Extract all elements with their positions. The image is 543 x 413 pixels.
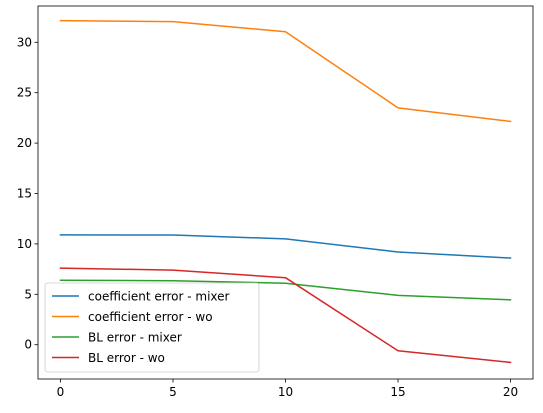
x-tick-label: 5	[169, 385, 177, 399]
y-tick-label: 0	[24, 338, 32, 352]
x-axis-ticks: 0 5 10 15 20	[57, 379, 518, 399]
y-axis-ticks: 0 5 10 15 20 25 30	[17, 35, 38, 352]
legend: coefficient error - mixer coefficient err…	[44, 282, 260, 373]
x-tick-label: 0	[57, 385, 65, 399]
y-tick-label: 20	[17, 136, 32, 150]
y-tick-label: 10	[17, 237, 32, 251]
legend-label: coefficient error - mixer	[88, 290, 230, 304]
y-tick-label: 30	[17, 35, 32, 49]
series-line-3	[59, 279, 512, 301]
x-tick-label: 10	[278, 385, 293, 399]
series-line-1	[59, 234, 512, 259]
legend-label: coefficient error - wo	[88, 310, 213, 324]
x-tick-label: 15	[390, 385, 405, 399]
y-tick-label: 15	[17, 187, 32, 201]
y-tick-label: 25	[17, 86, 32, 100]
x-tick-label: 20	[503, 385, 518, 399]
y-tick-label: 5	[24, 287, 32, 301]
series-lines	[59, 19, 512, 364]
legend-label: BL error - wo	[88, 351, 165, 365]
legend-label: BL error - mixer	[88, 331, 182, 345]
series-line-2	[59, 19, 512, 123]
series-line-4	[59, 267, 512, 364]
legend-box	[44, 282, 260, 373]
